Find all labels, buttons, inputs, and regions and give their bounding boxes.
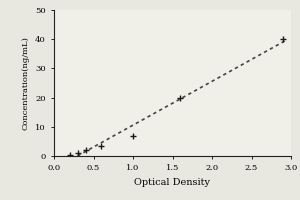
X-axis label: Optical Density: Optical Density	[134, 178, 211, 187]
Y-axis label: Concentration(ng/mL): Concentration(ng/mL)	[21, 36, 29, 130]
